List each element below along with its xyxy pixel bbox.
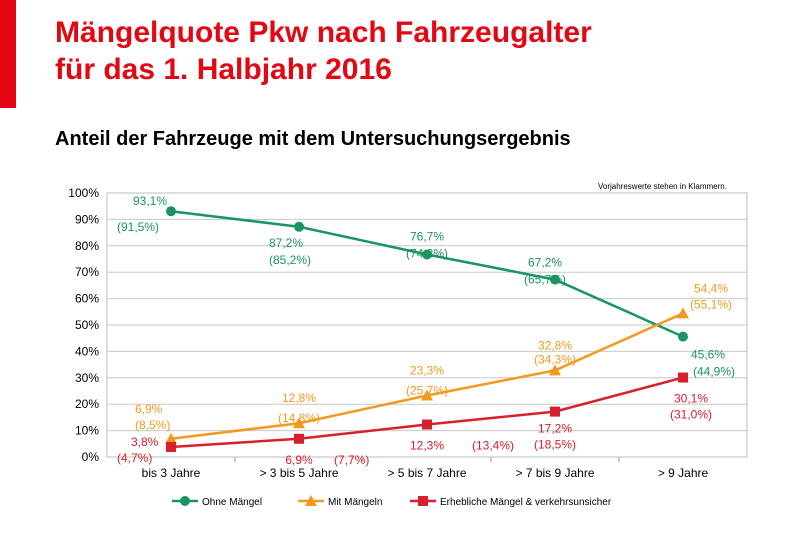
legend-marker-ohne-maengel bbox=[180, 496, 190, 506]
x-tick-label: > 9 Jahre bbox=[658, 466, 709, 480]
previous-year-label-erhebliche-maengel: (7,7%) bbox=[334, 453, 369, 467]
data-label-erhebliche-maengel: 30,1% bbox=[674, 392, 708, 406]
y-tick-label: 90% bbox=[75, 212, 99, 226]
data-label-mit-maengeln: 12,8% bbox=[282, 391, 316, 405]
y-tick-label: 10% bbox=[75, 424, 99, 438]
data-point-ohne-maengel bbox=[550, 274, 560, 285]
data-label-ohne-maengel: 93,1% bbox=[133, 194, 167, 208]
y-tick-label: 20% bbox=[75, 397, 99, 411]
x-tick-label: bis 3 Jahre bbox=[142, 466, 201, 480]
y-tick-label: 30% bbox=[75, 371, 99, 385]
y-tick-label: 0% bbox=[82, 450, 100, 464]
data-point-ohne-maengel bbox=[422, 249, 432, 260]
data-point-mit-maengeln bbox=[421, 389, 433, 401]
y-tick-label: 100% bbox=[68, 186, 99, 200]
previous-year-label-ohne-maengel: (91,5%) bbox=[117, 220, 159, 234]
previous-year-label-ohne-maengel: (44,9%) bbox=[693, 365, 735, 379]
legend-marker-mit-maengeln bbox=[305, 495, 317, 506]
data-label-ohne-maengel: 67,2% bbox=[528, 256, 562, 270]
previous-year-label-erhebliche-maengel: (31,0%) bbox=[670, 408, 712, 422]
data-label-ohne-maengel: 87,2% bbox=[269, 236, 303, 250]
y-tick-label: 80% bbox=[75, 239, 99, 253]
accent-bar bbox=[0, 0, 16, 108]
data-point-erhebliche-maengel bbox=[678, 372, 688, 383]
data-point-erhebliche-maengel bbox=[294, 433, 304, 444]
previous-year-label-mit-maengeln: (34,3%) bbox=[534, 352, 576, 366]
previous-year-label-erhebliche-maengel: (4,7%) bbox=[117, 451, 152, 465]
legend-label-erhebliche-maengel: Erhebliche Mängel & verkehrsunsicher bbox=[440, 497, 612, 508]
data-point-erhebliche-maengel bbox=[422, 419, 432, 430]
y-tick-label: 40% bbox=[75, 344, 99, 358]
data-label-mit-maengeln: 54,4% bbox=[694, 281, 728, 295]
data-label-erhebliche-maengel: 12,3% bbox=[410, 439, 444, 453]
previous-year-label-erhebliche-maengel: (13,4%) bbox=[472, 439, 514, 453]
data-label-mit-maengeln: 23,3% bbox=[410, 363, 444, 377]
y-tick-label: 50% bbox=[75, 318, 99, 332]
data-point-ohne-maengel bbox=[678, 331, 688, 342]
previous-year-label-ohne-maengel: (85,2%) bbox=[269, 253, 311, 267]
y-tick-label: 60% bbox=[75, 292, 99, 306]
data-label-erhebliche-maengel: 17,2% bbox=[538, 422, 572, 436]
previous-year-label-mit-maengeln: (25,7%) bbox=[406, 383, 448, 397]
previous-year-label-mit-maengeln: (14,8%) bbox=[278, 411, 320, 425]
data-point-ohne-maengel bbox=[166, 206, 176, 217]
data-point-erhebliche-maengel bbox=[550, 406, 560, 417]
y-tick-label: 70% bbox=[75, 265, 99, 279]
x-tick-label: > 7 bis 9 Jahre bbox=[515, 466, 594, 480]
data-label-erhebliche-maengel: 3,8% bbox=[131, 435, 159, 449]
data-label-mit-maengeln: 32,8% bbox=[538, 338, 572, 352]
data-label-ohne-maengel: 45,6% bbox=[691, 348, 725, 362]
title-line-1: Mängelquote Pkw nach Fahrzeugalter bbox=[55, 16, 592, 49]
previous-year-label-ohne-maengel: (65,7%) bbox=[524, 273, 566, 287]
previous-year-label-erhebliche-maengel: (18,5%) bbox=[534, 438, 576, 452]
previous-year-label-mit-maengeln: (8,5%) bbox=[135, 418, 170, 432]
previous-year-label-ohne-maengel: (74,3%) bbox=[406, 247, 448, 261]
data-point-ohne-maengel bbox=[294, 221, 304, 232]
previous-year-note: Vorjahreswerte stehen in Klammern. bbox=[598, 182, 727, 191]
chart-subtitle: Anteil der Fahrzeuge mit dem Untersuchun… bbox=[55, 128, 571, 150]
data-label-erhebliche-maengel: 6,9% bbox=[285, 453, 313, 467]
legend-marker-erhebliche-maengel bbox=[418, 496, 428, 506]
x-tick-label: > 5 bis 7 Jahre bbox=[387, 466, 466, 480]
data-point-mit-maengeln bbox=[549, 364, 561, 376]
previous-year-label-mit-maengeln: (55,1%) bbox=[690, 297, 732, 311]
data-point-mit-maengeln bbox=[293, 417, 305, 429]
legend-label-ohne-maengel: Ohne Mängel bbox=[202, 497, 262, 508]
x-tick-label: > 3 bis 5 Jahre bbox=[259, 466, 338, 480]
data-point-mit-maengeln bbox=[677, 307, 689, 319]
data-point-mit-maengeln bbox=[165, 432, 177, 444]
page-title: Mängelquote Pkw nach Fahrzeugalter für d… bbox=[55, 14, 592, 88]
data-label-ohne-maengel: 76,7% bbox=[410, 230, 444, 244]
title-line-2: für das 1. Halbjahr 2016 bbox=[55, 53, 392, 86]
legend-label-mit-maengeln: Mit Mängeln bbox=[328, 497, 382, 508]
data-label-mit-maengeln: 6,9% bbox=[135, 402, 163, 416]
data-point-erhebliche-maengel bbox=[166, 441, 176, 452]
